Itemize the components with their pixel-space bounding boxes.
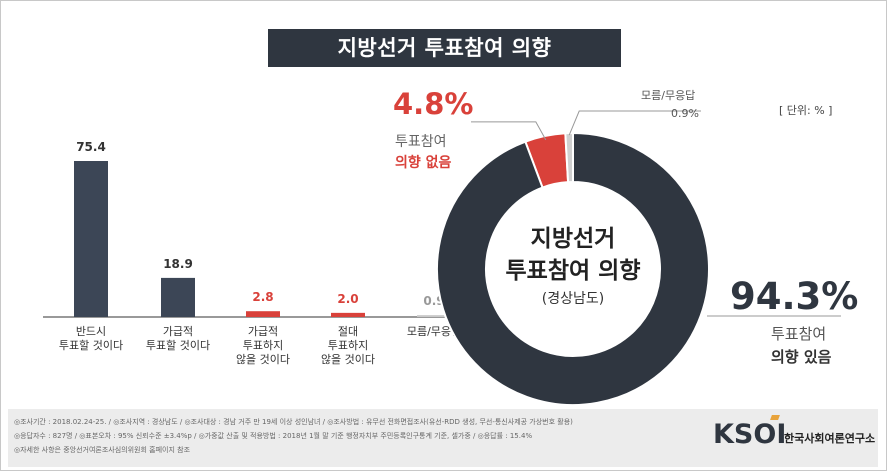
- bar-value-label: 18.9: [163, 257, 193, 271]
- donut-center-line3: (경상남도): [541, 291, 605, 307]
- yes-intent-percent: 94.3%: [730, 275, 859, 318]
- bar-3: [246, 311, 280, 317]
- category-label: 가급적 투표하지 않을 것이다: [236, 325, 290, 366]
- dont-know-percent: 0.9%: [671, 107, 699, 120]
- bar-value-label: 75.4: [76, 140, 106, 154]
- chart-title: 지방선거 투표참여 의향: [268, 29, 621, 67]
- donut-slice-1: [435, 131, 710, 406]
- category-label: 모름/무응답: [407, 325, 461, 338]
- category-label: 절대 투표하지 않을 것이다: [321, 325, 375, 366]
- dont-know-leader: [568, 110, 701, 136]
- donut-center-line2: 투표참여 의향: [505, 258, 641, 284]
- bar-2: [161, 277, 195, 317]
- bar-value-label: 2.8: [252, 290, 273, 304]
- ksoi-logo: KSOI: [713, 419, 787, 450]
- no-intent-label-line2: 의향 없음: [395, 155, 452, 171]
- footnote-line1: ◎조사기간 : 2018.02.24-25. / ◎조사지역 : 경상남도 / …: [14, 418, 573, 426]
- yes-intent-label-line2: 의향 있음: [771, 348, 832, 366]
- no-intent-label-line1: 투표참여: [395, 134, 447, 150]
- no-intent-leader: [471, 121, 547, 141]
- footnote-line2: ◎응답자수 : 827명 / ◎표본오차 : 95% 신뢰수준 ±3.4%p /…: [14, 432, 533, 440]
- chart-canvas: 75.4 반드시 투표할 것이다 18.9 가급적 투표할 것이다 2.8 가급적 투표하지 않을…: [43, 110, 841, 406]
- donut-chart: [435, 110, 841, 406]
- survey-footnote: ◎조사기간 : 2018.02.24-25. / ◎조사지역 : 경상남도 / …: [8, 409, 878, 467]
- no-intent-percent: 4.8%: [393, 87, 474, 121]
- organization-name: 한국사회여론연구소: [784, 432, 876, 445]
- category-label: 반드시 투표할 것이다: [59, 325, 123, 352]
- bar-chart: 75.4 반드시 투표할 것이다 18.9 가급적 투표할 것이다 2.8 가급적 투표하지 않을…: [43, 140, 471, 366]
- bar-value-label: 2.0: [337, 292, 358, 306]
- dont-know-label: 모름/무응답: [641, 89, 696, 102]
- category-label: 가급적 투표할 것이다: [146, 325, 210, 352]
- bar-1: [74, 161, 108, 317]
- unit-label: [ 단위: % ]: [779, 104, 833, 117]
- footnote-line3: ◎자세한 사항은 중앙선거여론조사심의위원회 홈페이지 참조: [14, 446, 191, 454]
- donut-center-line1: 지방선거: [530, 226, 616, 252]
- bar-4: [331, 312, 365, 317]
- yes-intent-label-line1: 투표참여: [771, 325, 827, 343]
- bar-5: [417, 315, 451, 317]
